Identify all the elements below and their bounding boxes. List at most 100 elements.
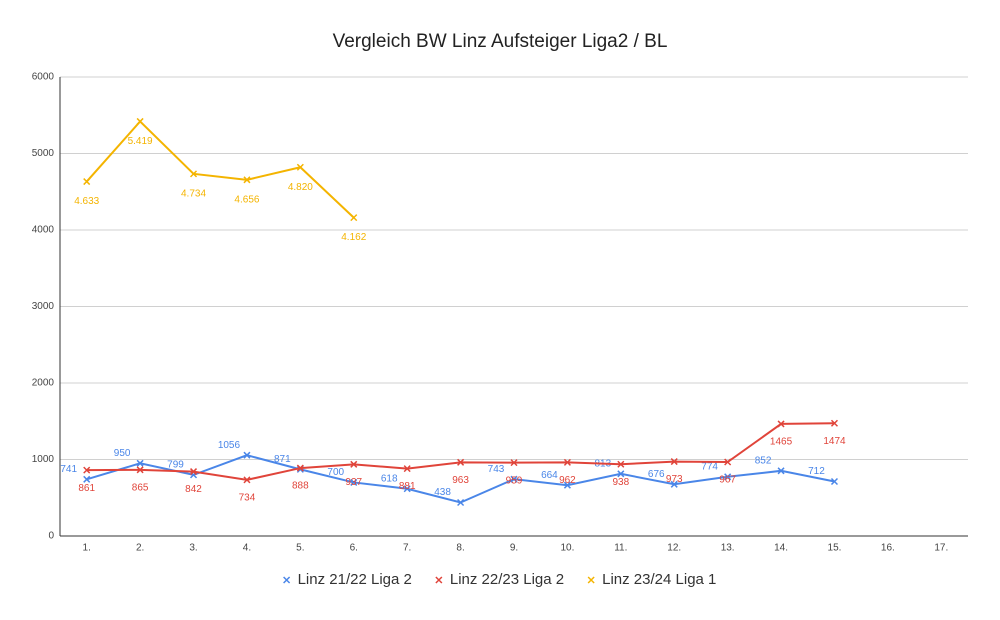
point-marker (83, 475, 91, 483)
x-tick-label: 16. (881, 543, 895, 554)
data-label: 937 (345, 477, 362, 488)
data-label: 734 (239, 492, 256, 503)
data-label: 861 (78, 483, 95, 494)
data-label: 1465 (770, 437, 793, 448)
data-label: 888 (292, 481, 309, 492)
point-marker (136, 459, 144, 467)
point-marker (403, 485, 411, 493)
series-line (85, 119, 355, 219)
point-marker (136, 466, 144, 474)
data-label: 4.162 (341, 232, 366, 243)
point-marker (83, 178, 91, 186)
x-tick-label: 12. (667, 543, 681, 554)
point-marker (350, 214, 358, 222)
data-label: 712 (808, 466, 825, 477)
point-marker (243, 476, 251, 484)
data-label: 967 (719, 475, 736, 486)
x-tick-label: 14. (774, 543, 788, 554)
point-marker (457, 458, 465, 466)
x-tick-label: 7. (403, 543, 411, 554)
data-label: 950 (114, 448, 131, 459)
x-tick-label: 4. (243, 543, 251, 554)
point-marker (563, 458, 571, 466)
data-label: 962 (559, 475, 576, 486)
y-tick-label: 1000 (32, 454, 55, 465)
data-label: 700 (327, 467, 344, 478)
data-label: 774 (701, 461, 718, 472)
point-marker (243, 451, 251, 459)
point-marker (777, 467, 785, 475)
data-label: 5.419 (128, 136, 153, 147)
point-marker (724, 458, 732, 466)
point-marker (243, 176, 251, 184)
x-tick-label: 10. (560, 543, 574, 554)
point-marker (777, 420, 785, 428)
data-label: 743 (488, 464, 505, 475)
data-label: 676 (648, 469, 665, 480)
point-marker (350, 460, 358, 468)
y-tick-label: 4000 (32, 225, 55, 236)
y-tick-label: 5000 (32, 148, 55, 159)
x-tick-label: 11. (614, 543, 627, 554)
point-marker (136, 117, 144, 125)
point-marker (724, 473, 732, 481)
data-label: 871 (274, 454, 291, 465)
point-marker (563, 481, 571, 489)
point-marker (350, 478, 358, 486)
data-label: 959 (506, 475, 523, 486)
legend-label: Linz 22/23 Liga 2 (450, 571, 564, 588)
legend-marker (587, 576, 595, 584)
data-label: 741 (60, 464, 77, 475)
legend-marker (283, 576, 291, 584)
data-label: 438 (434, 487, 451, 498)
x-tick-label: 5. (296, 543, 304, 554)
data-label: 963 (452, 475, 469, 486)
point-marker (510, 459, 518, 467)
point-marker (296, 464, 304, 472)
legend-marker (435, 576, 443, 584)
legend-label: Linz 23/24 Liga 1 (602, 571, 716, 588)
point-marker (830, 478, 839, 486)
y-tick-label: 2000 (32, 378, 55, 389)
y-tick-label: 3000 (32, 301, 55, 312)
point-marker (457, 498, 465, 507)
data-label: 865 (132, 482, 149, 493)
point-marker (189, 170, 198, 178)
data-label: 4.656 (234, 194, 259, 205)
y-tick-label: 6000 (32, 72, 55, 83)
data-label: 664 (541, 470, 558, 481)
data-label: 852 (755, 455, 772, 466)
x-tick-label: 17. (934, 543, 948, 554)
point-marker (83, 466, 91, 474)
data-label: 618 (381, 473, 398, 484)
y-tick-label: 0 (48, 531, 54, 542)
x-tick-label: 3. (189, 543, 197, 554)
point-marker (670, 458, 678, 466)
x-tick-label: 1. (83, 543, 91, 554)
x-tick-label: 6. (350, 543, 358, 554)
data-label: 4.633 (74, 196, 99, 207)
data-label: 938 (612, 477, 629, 488)
legend-label: Linz 21/22 Liga 2 (298, 571, 412, 588)
data-label: 1474 (823, 436, 846, 447)
data-label: 881 (399, 481, 416, 492)
x-tick-label: 13. (721, 543, 735, 554)
point-marker (296, 163, 304, 171)
point-marker (670, 480, 678, 488)
point-marker (189, 468, 198, 476)
point-marker (830, 419, 839, 427)
data-label: 4.820 (288, 182, 313, 193)
x-tick-label: 2. (136, 543, 144, 554)
data-label: 1056 (218, 440, 241, 451)
point-marker (510, 475, 518, 483)
x-tick-label: 8. (456, 543, 464, 554)
chart-title: Vergleich BW Linz Aufsteiger Liga2 / BL (333, 31, 668, 52)
point-marker (617, 470, 625, 478)
x-tick-label: 9. (510, 543, 518, 554)
x-tick-label: 15. (828, 543, 842, 554)
point-marker (403, 465, 411, 473)
data-label: 973 (666, 474, 683, 485)
point-marker (617, 460, 625, 468)
